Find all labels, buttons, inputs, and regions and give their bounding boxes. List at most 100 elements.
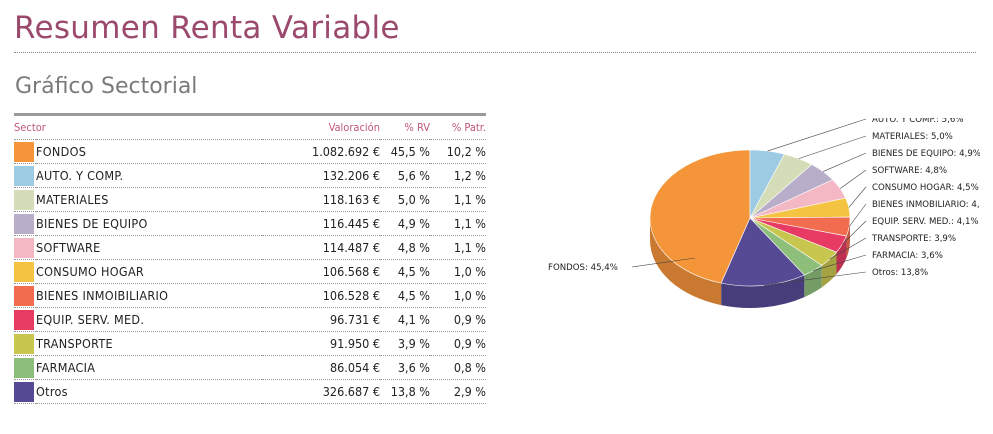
valoracion-cell: 326.687 € xyxy=(262,379,380,404)
valoracion-cell: 116.445 € xyxy=(262,211,380,236)
pie-slice-side xyxy=(721,275,805,308)
leader-line xyxy=(829,237,867,260)
header-sector: Sector xyxy=(14,116,262,140)
table-row: FARMACIA 86.054 €3,6 % 0,8 % xyxy=(14,355,486,380)
table-header-row: Sector Valoración % RV % Patr. xyxy=(14,116,486,140)
sector-name: TRANSPORTE xyxy=(36,331,262,356)
header-rv: % RV xyxy=(380,116,430,140)
pie-slice-label: FONDOS: 45,4% xyxy=(548,263,618,273)
legend-swatch xyxy=(14,262,34,282)
sector-name: EQUIP. SERV. MED. xyxy=(36,307,262,332)
leader-line xyxy=(764,271,867,286)
patr-cell: 1,1 % xyxy=(430,235,486,260)
pie-slice-label: MATERIALES: 5,0% xyxy=(872,132,953,142)
pie-slice xyxy=(649,149,751,284)
section-title: Gráfico Sectorial xyxy=(15,74,198,99)
header-patr: % Patr. xyxy=(430,116,486,140)
patr-cell: 0,8 % xyxy=(430,355,486,380)
patr-cell: 1,1 % xyxy=(430,211,486,236)
pie-slice-label: SOFTWARE: 4,8% xyxy=(872,166,947,176)
table-row: Otros 326.687 €13,8 % 2,9 % xyxy=(14,379,486,404)
leader-line xyxy=(631,257,696,268)
sector-name: AUTO. Y COMP. xyxy=(36,163,262,188)
patr-cell: 1,0 % xyxy=(430,259,486,284)
patr-cell: 1,0 % xyxy=(430,283,486,308)
sector-name: MATERIALES xyxy=(36,187,262,212)
rv-cell: 5,0 % xyxy=(380,187,430,212)
patr-cell: 2,9 % xyxy=(430,379,486,404)
rv-cell: 13,8 % xyxy=(380,379,430,404)
valoracion-cell: 86.054 € xyxy=(262,355,380,380)
valoracion-cell: 96.731 € xyxy=(262,307,380,332)
leader-line xyxy=(813,254,867,271)
pie-slice-label: AUTO. Y COMP.: 5,6% xyxy=(872,118,964,125)
patr-cell: 10,2 % xyxy=(430,139,486,164)
table-top-rule xyxy=(14,113,486,116)
pie-slice-side xyxy=(836,236,847,275)
sector-name: SOFTWARE xyxy=(36,235,262,260)
rv-cell: 4,1 % xyxy=(380,307,430,332)
sector-name: BIENES DE EQUIPO xyxy=(36,211,262,236)
patr-cell: 1,1 % xyxy=(430,187,486,212)
valoracion-cell: 118.163 € xyxy=(262,187,380,212)
rv-cell: 4,9 % xyxy=(380,211,430,236)
valoracion-cell: 106.568 € xyxy=(262,259,380,284)
pie-slice-label: FARMACIA: 3,6% xyxy=(872,251,943,261)
table-row: BIENES INMOIBILIARIO 106.528 €4,5 % 1,0 % xyxy=(14,283,486,308)
pie-slice-label: BIENES DE EQUIPO: 4,9% xyxy=(872,149,980,159)
sector-name: FARMACIA xyxy=(36,355,262,380)
leader-line xyxy=(848,186,867,208)
sector-name: BIENES INMOIBILIARIO xyxy=(36,283,262,308)
rv-cell: 3,6 % xyxy=(380,355,430,380)
pie-slice-label: EQUIP. SERV. MED.: 4,1% xyxy=(872,217,979,227)
pie-slice xyxy=(720,217,805,287)
table-row: FONDOS 1.082.692 €45,5 % 10,2 % xyxy=(14,139,486,164)
valoracion-cell: 1.082.692 € xyxy=(262,139,380,164)
leader-line xyxy=(767,118,867,152)
valoracion-cell: 132.206 € xyxy=(262,163,380,188)
pie-slice-label: TRANSPORTE: 3,9% xyxy=(871,234,956,244)
leader-line xyxy=(842,220,867,245)
pie-slice-side xyxy=(650,218,722,306)
pie-slice-label: CONSUMO HOGAR: 4,5% xyxy=(872,183,979,193)
table-row: BIENES DE EQUIPO 116.445 €4,9 % 1,1 % xyxy=(14,211,486,236)
rv-cell: 4,5 % xyxy=(380,259,430,284)
table-row: CONSUMO HOGAR 106.568 €4,5 % 1,0 % xyxy=(14,259,486,284)
rv-cell: 5,6 % xyxy=(380,163,430,188)
leader-line xyxy=(822,152,867,172)
rv-cell: 4,8 % xyxy=(380,235,430,260)
table-row: MATERIALES 118.163 €5,0 % 1,1 % xyxy=(14,187,486,212)
legend-swatch xyxy=(14,166,34,186)
legend-swatch xyxy=(14,358,34,378)
sector-pie-chart: FONDOS: 45,4% AUTO. Y COMP.: 5,6% MATERIAL… xyxy=(548,118,980,308)
sector-name: FONDOS xyxy=(36,139,262,164)
table-row: SOFTWARE 114.487 €4,8 % 1,1 % xyxy=(14,235,486,260)
valoracion-cell: 106.528 € xyxy=(262,283,380,308)
title-divider xyxy=(14,52,976,53)
sector-name: Otros xyxy=(36,379,262,404)
rv-cell: 3,9 % xyxy=(380,331,430,356)
page-title: Resumen Renta Variable xyxy=(14,10,400,46)
rv-cell: 45,5 % xyxy=(380,139,430,164)
sector-name: CONSUMO HOGAR xyxy=(36,259,262,284)
legend-swatch xyxy=(14,334,34,354)
header-valoracion: Valoración xyxy=(262,116,380,140)
legend-swatch xyxy=(14,382,34,402)
legend-swatch xyxy=(14,286,34,306)
legend-swatch xyxy=(14,238,34,258)
legend-swatch xyxy=(14,190,34,210)
patr-cell: 0,9 % xyxy=(430,331,486,356)
valoracion-cell: 91.950 € xyxy=(262,331,380,356)
sector-table: Sector Valoración % RV % Patr. FONDOS 1.0… xyxy=(14,116,486,404)
pie-slice-label: Otros: 13,8% xyxy=(872,268,928,278)
table-row: AUTO. Y COMP. 132.206 €5,6 % 1,2 % xyxy=(14,163,486,188)
patr-cell: 1,2 % xyxy=(430,163,486,188)
valoracion-cell: 114.487 € xyxy=(262,235,380,260)
leader-line xyxy=(798,135,867,159)
rv-cell: 4,5 % xyxy=(380,283,430,308)
patr-cell: 0,9 % xyxy=(430,307,486,332)
leader-line xyxy=(848,203,867,227)
legend-swatch xyxy=(14,142,34,162)
pie-slice-label: BIENES INMOBILIARIO: 4,5% xyxy=(872,200,980,210)
legend-swatch xyxy=(14,310,34,330)
